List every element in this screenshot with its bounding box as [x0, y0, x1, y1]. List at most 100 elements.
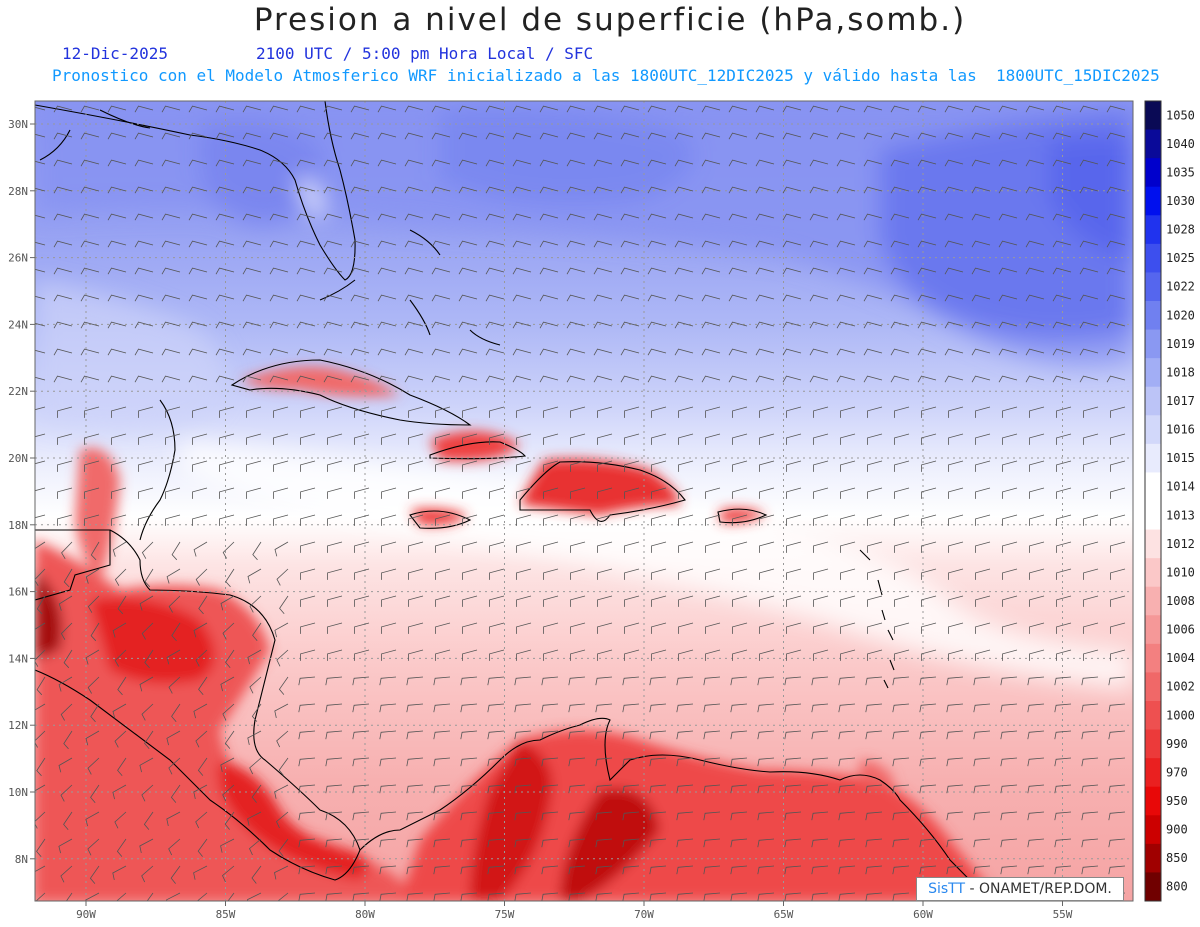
- wind-barb: [197, 757, 208, 776]
- wind-barb: [975, 406, 991, 418]
- wind-barb: [809, 267, 829, 275]
- wind-barb: [919, 703, 937, 713]
- wind-barb: [269, 267, 289, 275]
- wind-barb: [134, 294, 154, 302]
- wind-barb: [197, 838, 208, 857]
- wind-barb: [63, 811, 73, 830]
- wind-barb: [80, 213, 100, 221]
- wind-barb: [408, 406, 424, 418]
- legend-label: 850: [1166, 851, 1188, 865]
- wind-barb: [215, 294, 235, 302]
- wind-barb: [35, 349, 46, 354]
- wind-barb: [1054, 676, 1072, 686]
- wind-barb: [624, 460, 640, 472]
- wind-barb: [867, 595, 883, 607]
- wind-barb: [759, 406, 775, 418]
- wind-barb: [1027, 703, 1045, 713]
- wind-barb: [705, 406, 721, 418]
- wind-barb: [1052, 105, 1072, 113]
- wind-barb: [539, 240, 559, 248]
- wind-barb: [948, 541, 964, 553]
- wind-barb: [377, 375, 397, 383]
- wind-barb: [541, 730, 559, 740]
- lon-label: 60W: [913, 908, 933, 921]
- wind-barb: [944, 186, 964, 194]
- wind-barb: [487, 811, 505, 821]
- wind-barb: [971, 240, 991, 248]
- wind-barb: [433, 757, 451, 767]
- wind-barb: [433, 811, 451, 821]
- wind-barb: [381, 406, 397, 418]
- wind-barb: [541, 865, 559, 875]
- wind-barb: [728, 348, 748, 356]
- wind-barb: [595, 865, 613, 875]
- lon-label: 85W: [216, 908, 236, 921]
- wind-barb: [1025, 159, 1045, 167]
- wind-barb: [782, 186, 802, 194]
- wind-barb: [867, 487, 883, 499]
- wind-barb: [381, 649, 397, 661]
- wind-barb: [1025, 213, 1045, 221]
- wind-barb: [435, 568, 451, 580]
- wind-barb: [134, 186, 154, 194]
- wind-barb: [274, 703, 289, 718]
- wind-barb: [90, 541, 100, 561]
- wind-barb: [622, 892, 640, 901]
- wind-barb: [219, 433, 235, 445]
- model-info: Pronostico con el Modelo Atmosferico WRF…: [52, 66, 1160, 85]
- wind-barb: [431, 294, 451, 302]
- wind-barb: [141, 541, 154, 559]
- wind-barb: [973, 703, 991, 713]
- wind-barb: [138, 487, 154, 499]
- wind-barb: [161, 348, 181, 356]
- wind-barb: [755, 132, 775, 140]
- wind-barb: [836, 186, 856, 194]
- wind-barb: [269, 186, 289, 194]
- legend-label: 1035: [1166, 165, 1195, 179]
- wind-barb: [728, 213, 748, 221]
- wind-barb: [701, 375, 721, 383]
- wind-barb: [433, 784, 451, 794]
- wind-barb: [811, 757, 829, 767]
- wind-barb: [543, 622, 559, 634]
- wind-barb: [1056, 487, 1072, 499]
- wind-barb: [620, 321, 640, 329]
- wind-barb: [161, 186, 181, 194]
- wind-barb: [730, 892, 748, 901]
- wind-barb: [597, 514, 613, 526]
- wind-barb: [1056, 622, 1072, 634]
- wind-barb: [222, 784, 235, 802]
- wind-barb: [161, 294, 181, 302]
- wind-barb: [1056, 514, 1072, 526]
- wind-barb: [274, 541, 289, 557]
- wind-barb: [296, 348, 316, 356]
- wind-barb: [973, 811, 991, 821]
- wind-barb: [813, 460, 829, 472]
- wind-barb: [462, 541, 478, 553]
- wind-barb: [1110, 406, 1126, 418]
- wind-barb: [728, 186, 748, 194]
- wind-barb: [813, 568, 829, 580]
- wind-barb: [1079, 348, 1099, 356]
- legend-swatch: [1145, 158, 1161, 188]
- wind-barb: [597, 433, 613, 445]
- wind-barb: [300, 514, 316, 526]
- wind-barb: [487, 892, 505, 901]
- wind-barb: [732, 460, 748, 472]
- wind-barb: [755, 105, 775, 113]
- wind-barb: [541, 676, 559, 686]
- wind-barb: [487, 703, 505, 713]
- wind-barb: [813, 595, 829, 607]
- wind-barb: [674, 294, 694, 302]
- wind-barb: [1056, 460, 1072, 472]
- wind-barb: [948, 649, 964, 661]
- wind-barb: [867, 649, 883, 661]
- wind-barb: [512, 321, 532, 329]
- credit-text: - ONAMET/REP.DOM.: [965, 881, 1112, 897]
- wind-barb: [622, 676, 640, 686]
- wind-barb: [570, 541, 586, 553]
- wind-barb: [242, 213, 262, 221]
- wind-barb: [539, 105, 559, 113]
- wind-barb: [381, 595, 397, 607]
- wind-barb: [539, 321, 559, 329]
